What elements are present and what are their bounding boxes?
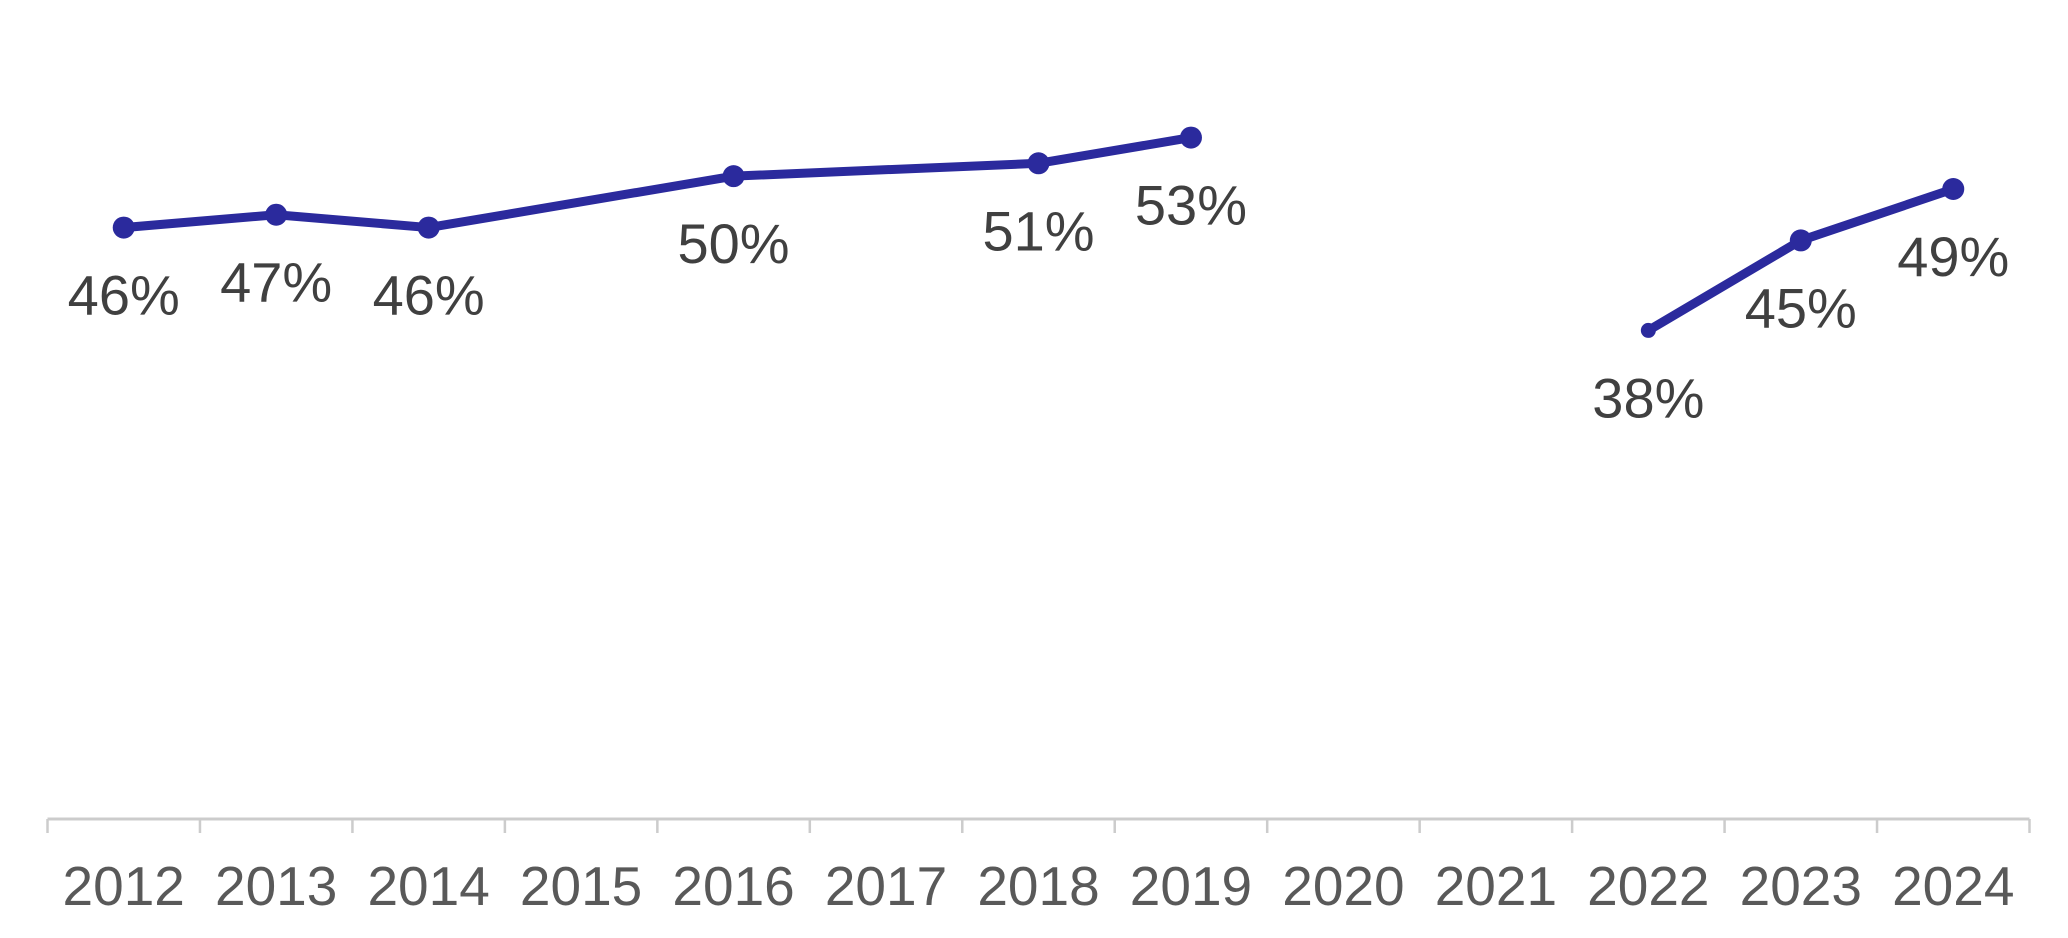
data-point-2013 <box>265 203 288 226</box>
x-axis-label-2015: 2015 <box>520 855 642 917</box>
data-point-label-2016: 50% <box>678 212 790 275</box>
x-axis-label-2014: 2014 <box>367 855 489 917</box>
data-point-2024 <box>1942 178 1965 201</box>
x-axis-label-2020: 2020 <box>1282 855 1404 917</box>
data-point-label-2014: 46% <box>373 264 485 327</box>
data-point-label-2013: 47% <box>220 251 332 314</box>
data-point-2014 <box>417 216 440 239</box>
x-axis-label-2023: 2023 <box>1740 855 1862 917</box>
data-point-2018 <box>1027 152 1050 175</box>
data-point-2016 <box>722 165 745 188</box>
x-axis-label-2017: 2017 <box>825 855 947 917</box>
data-point-label-2024: 49% <box>1897 225 2009 288</box>
data-point-label-2019: 53% <box>1135 174 1247 237</box>
x-axis-label-2013: 2013 <box>215 855 337 917</box>
x-axis-label-2022: 2022 <box>1587 855 1709 917</box>
data-point-2012 <box>112 216 135 239</box>
x-axis-label-2021: 2021 <box>1435 855 1557 917</box>
x-axis-label-2018: 2018 <box>977 855 1099 917</box>
data-point-label-2023: 45% <box>1745 276 1857 339</box>
data-point-label-2012: 46% <box>68 264 180 327</box>
data-point-2022 <box>1640 322 1656 338</box>
x-axis-label-2019: 2019 <box>1130 855 1252 917</box>
data-point-label-2022: 38% <box>1592 366 1704 429</box>
x-axis-label-2012: 2012 <box>63 855 185 917</box>
data-point-2019 <box>1179 126 1202 149</box>
data-point-2023 <box>1789 229 1812 252</box>
x-axis-label-2016: 2016 <box>672 855 794 917</box>
data-point-label-2018: 51% <box>982 199 1094 262</box>
x-axis-label-2024: 2024 <box>1892 855 2014 917</box>
trend-line-segment <box>119 133 1196 233</box>
